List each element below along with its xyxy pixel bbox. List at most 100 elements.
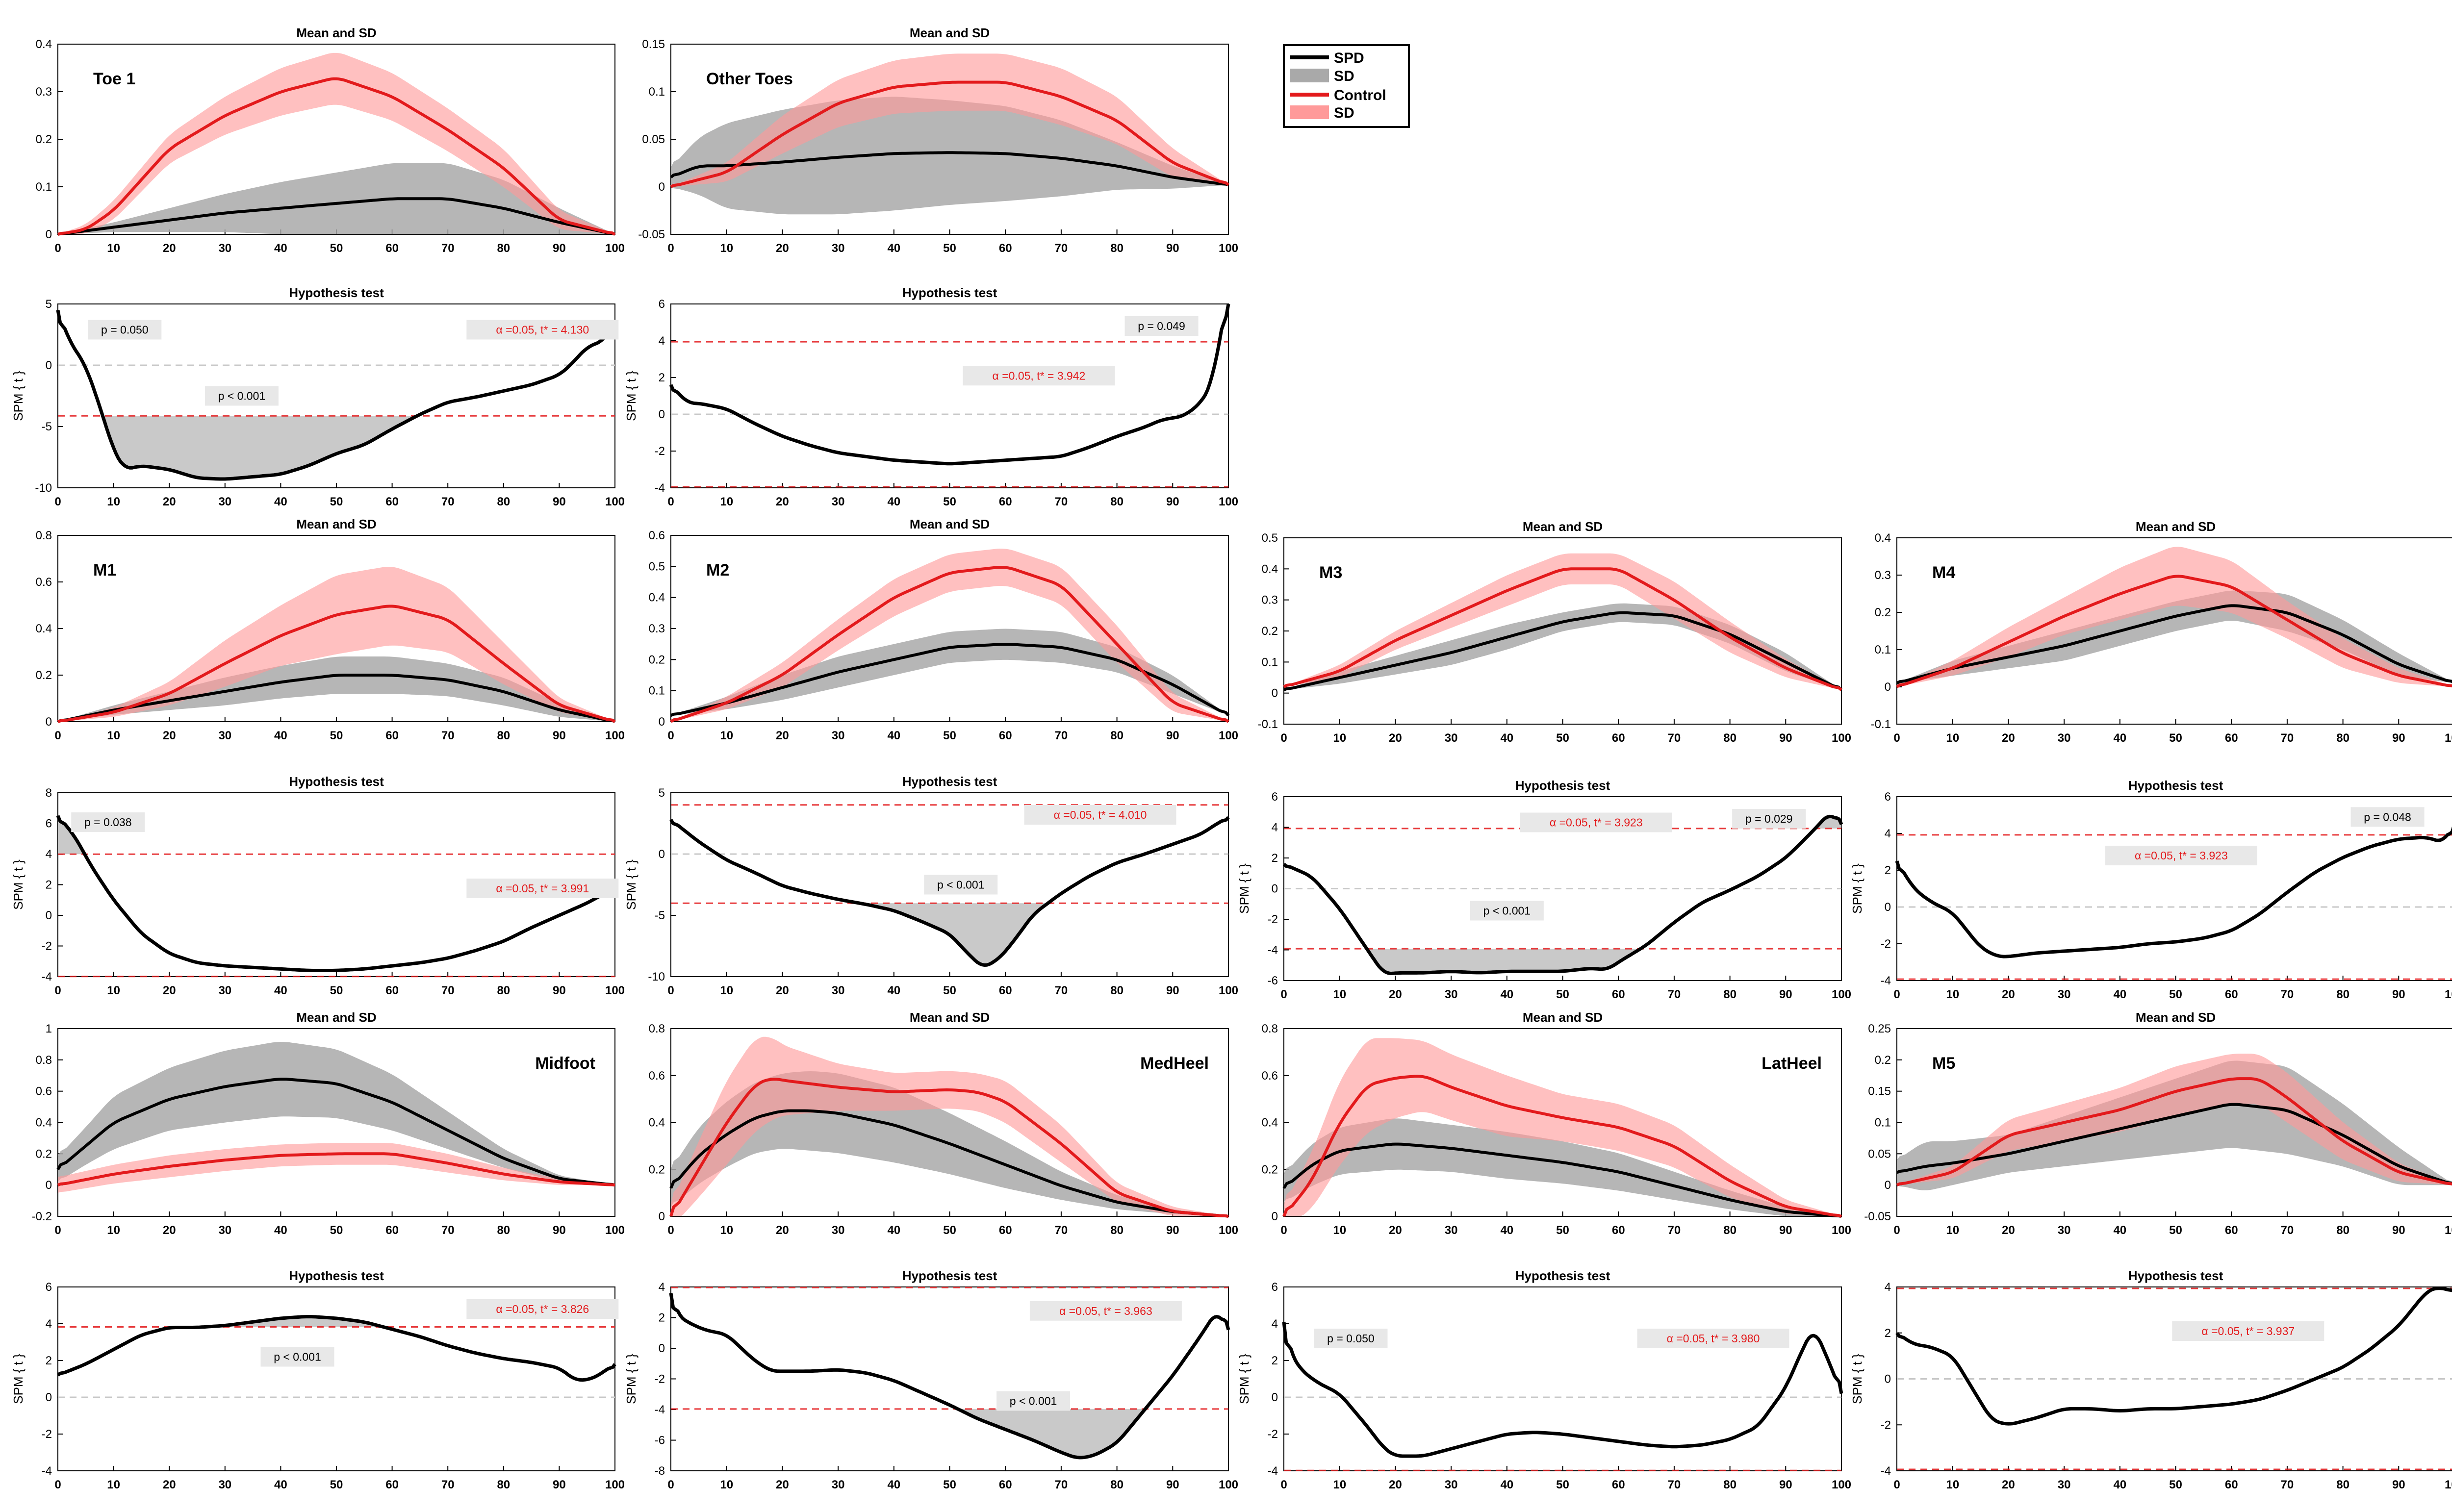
toe1-test-title: Hypothesis test: [289, 285, 384, 300]
medheel-mean-xtick-label: 80: [1110, 1224, 1124, 1237]
latheel-test-xtick-label: 0: [1280, 1478, 1287, 1491]
latheel-mean-ytick-label: 0.8: [1262, 1022, 1278, 1035]
m1-test-annotation-box: [466, 879, 619, 898]
m1-mean-xtick-label: 10: [107, 729, 120, 742]
midfoot-mean-xtick-label: 50: [330, 1224, 343, 1237]
toe1-mean-xtick-label: 50: [330, 242, 343, 255]
m3-mean-control-mean-line: [1283, 567, 1842, 691]
othertoes-test-ytick-label: 6: [659, 298, 665, 311]
m2-mean-title: Mean and SD: [910, 517, 990, 531]
latheel-mean-xtick-label: 90: [1779, 1224, 1792, 1237]
othertoes-mean-xtick-label: 10: [720, 242, 733, 255]
midfoot-mean-ytick-label: 0.8: [36, 1054, 52, 1067]
m1-mean-ytick-label: 0: [46, 715, 52, 729]
m5-mean-spd-sd-band: [1897, 1060, 2452, 1190]
m5-mean-region-label: M5: [1932, 1054, 1955, 1073]
m2-test-xtick-label: 30: [832, 984, 845, 997]
m1-test-title: Hypothesis test: [289, 774, 384, 789]
latheel-mean-region-label: LatHeel: [1762, 1054, 1822, 1073]
m3-test-xtick-label: 70: [1668, 988, 1681, 1001]
legend-swatch-spd-sd: [1290, 69, 1329, 82]
m2-mean-control-mean-line: [670, 566, 1229, 723]
m4-test-ytick-label: -2: [1881, 937, 1891, 951]
latheel-mean-xtick-label: 50: [1556, 1224, 1569, 1237]
m1-mean-xtick-label: 30: [218, 729, 231, 742]
m3-mean-xtick-label: 90: [1779, 731, 1792, 745]
m4-mean-ytick-label: 0.3: [1875, 569, 1891, 582]
m3-test-xtick-label: 50: [1556, 988, 1569, 1001]
midfoot-mean-xtick-label: 0: [54, 1224, 61, 1237]
latheel-mean-ytick-label: 0.2: [1262, 1163, 1278, 1176]
medheel-mean-control-sd-band: [671, 1036, 1228, 1216]
m4-mean-ytick-label: 0.2: [1875, 606, 1891, 619]
othertoes-test-xtick-label: 30: [832, 495, 845, 508]
midfoot-mean-ytick-label: 0: [46, 1179, 52, 1192]
m2-test-xtick-label: 10: [720, 984, 733, 997]
toe1-test-xtick-label: 20: [163, 495, 176, 508]
m1-mean-title: Mean and SD: [296, 517, 376, 531]
latheel-test-alpha-threshold-label: α =0.05, t* = 3.980: [1667, 1332, 1760, 1345]
latheel-mean-control-sd-band: [1284, 1038, 1841, 1216]
medheel-test-title: Hypothesis test: [902, 1268, 997, 1283]
m4-mean-xtick-label: 100: [2445, 731, 2452, 745]
latheel-mean-xtick-label: 40: [1500, 1224, 1513, 1237]
m3-test-xtick-label: 100: [1832, 988, 1851, 1001]
m5-mean-xtick-label: 10: [1946, 1224, 1959, 1237]
m2-test-sig-cluster-lower: [861, 903, 1047, 965]
m3-test-xtick-label: 10: [1333, 988, 1346, 1001]
latheel-mean-xtick-label: 20: [1389, 1224, 1402, 1237]
toe1-test-xtick-label: 60: [385, 495, 399, 508]
medheel-test-xtick-label: 10: [720, 1478, 733, 1491]
othertoes-mean-xtick-label: 70: [1055, 242, 1068, 255]
m1-mean-ytick-label: 0.4: [36, 622, 52, 635]
m2-mean-ytick-label: 0.3: [649, 622, 665, 635]
othertoes-test-ytick-label: -4: [655, 481, 665, 495]
panels: Mean and SD0 10 20 30 40 50 60 70 80 90 10000.10.2…: [11, 25, 2452, 1491]
toe1-test-annotation-box: [204, 386, 279, 406]
m2-mean-xtick-label: 10: [720, 729, 733, 742]
midfoot-test-xtick-label: 90: [553, 1478, 566, 1491]
m3-mean-ytick-label: -0.1: [1258, 718, 1278, 731]
othertoes-mean-xtick-label: 80: [1110, 242, 1124, 255]
medheel-test-spm-curve: [669, 1292, 1230, 1460]
m5-mean-xtick-label: 50: [2169, 1224, 2182, 1237]
m3-test-ytick-label: 6: [1272, 790, 1278, 804]
midfoot-test-alpha-threshold-label: α =0.05, t* = 3.826: [496, 1303, 589, 1315]
m3-test-xtick-label: 90: [1779, 988, 1792, 1001]
m4-test-ytick-label: 0: [1885, 901, 1891, 914]
m3-mean-spd-mean-line: [1283, 611, 1843, 692]
m2-mean-xtick-label: 20: [776, 729, 789, 742]
m1-mean-xtick-label: 70: [441, 729, 455, 742]
m1-test-xtick-label: 80: [497, 984, 510, 997]
toe1-mean-ytick-label: 0.4: [36, 38, 52, 51]
m5-mean-xtick-label: 60: [2225, 1224, 2238, 1237]
othertoes-mean-title: Mean and SD: [910, 25, 990, 40]
midfoot-mean-ytick-label: 1: [46, 1022, 52, 1035]
m5-mean-panel: Mean and SD0102030405060708090100-0.0500…: [1864, 1010, 2452, 1237]
othertoes-mean-panel: Mean and SD0 10 20 30 40 50 60 70 80 90 100-0.0500…: [638, 25, 1238, 255]
m5-test-xtick-label: 0: [1893, 1478, 1900, 1491]
toe1-test-ytick-label: 0: [46, 359, 52, 372]
toe1-mean-control-mean-line: [57, 77, 616, 236]
midfoot-test-annotation-box: [466, 1299, 619, 1319]
m1-mean-control-mean-line: [57, 605, 616, 723]
midfoot-test-spm-curve: [56, 1315, 616, 1382]
m5-mean-xtick-label: 100: [2445, 1224, 2452, 1237]
midfoot-test-title: Hypothesis test: [289, 1268, 384, 1283]
medheel-test-alpha-threshold-label: α =0.05, t* = 3.963: [1059, 1305, 1152, 1317]
m3-test-ytick-label: -6: [1268, 974, 1278, 987]
m4-test-ytick-label: 4: [1885, 827, 1891, 840]
latheel-test-xtick-label: 10: [1333, 1478, 1346, 1491]
othertoes-test-xtick-label: 70: [1055, 495, 1068, 508]
medheel-mean-xtick-label: 10: [720, 1224, 733, 1237]
medheel-mean-xtick-label: 60: [999, 1224, 1012, 1237]
latheel-test-xtick-label: 70: [1668, 1478, 1681, 1491]
medheel-test-xtick-label: 0: [667, 1478, 674, 1491]
othertoes-mean-ytick-label: 0.05: [642, 133, 665, 146]
m1-test-ytick-label: -4: [42, 970, 52, 983]
latheel-test-xtick-label: 60: [1612, 1478, 1625, 1491]
toe1-test-annotation-box: [466, 320, 619, 340]
m2-mean-panel: Mean and SD 0 10 20 30 40 50 60 70 80 90 100 0 0.1 0.2…: [649, 517, 1238, 742]
m2-mean-ytick-label: 0.2: [649, 653, 665, 666]
